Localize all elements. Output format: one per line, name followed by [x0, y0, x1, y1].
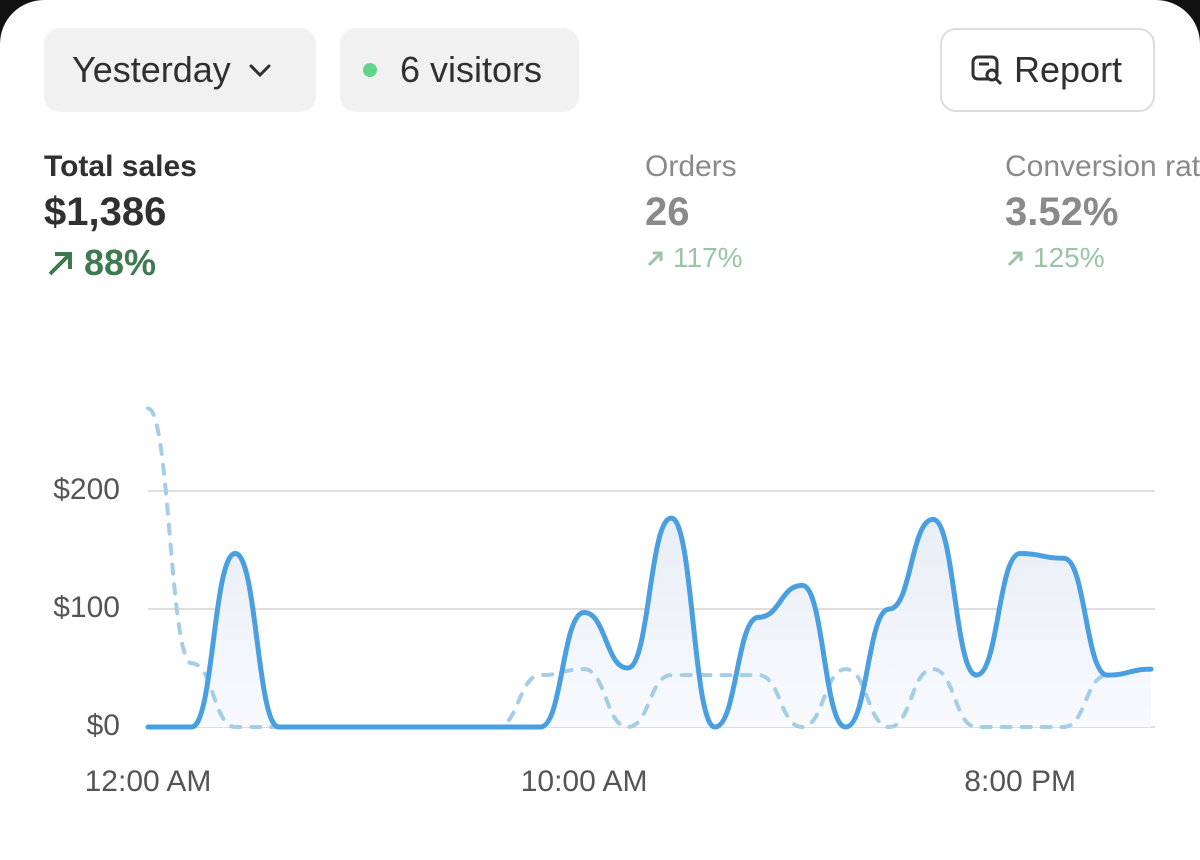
metric[interactable]: Total sales $1,386 88% — [44, 150, 197, 284]
report-icon — [971, 55, 1003, 86]
visitors-label: 6 visitors — [400, 49, 543, 90]
y-tick-label: $200 — [53, 473, 120, 506]
report-button[interactable]: Report — [940, 28, 1155, 112]
visitors-button[interactable]: 6 visitors — [340, 28, 579, 112]
chevron-icon — [249, 64, 271, 78]
area — [148, 518, 1151, 727]
period-button[interactable]: Yesterday — [44, 28, 316, 112]
metric-value: 26 — [645, 190, 690, 234]
report-label: Report — [1014, 49, 1123, 90]
metric-change: 125% — [1005, 242, 1200, 274]
x-tick-label: 12:00 AM — [85, 765, 212, 798]
metric-value: 3.52% — [1005, 190, 1119, 234]
change-value: 125% — [1033, 242, 1105, 273]
metric[interactable]: Orders 26 117% — [645, 150, 743, 274]
up-arrow — [1007, 251, 1023, 267]
up-arrow — [48, 252, 72, 276]
up-arrow — [647, 251, 663, 267]
live-dot — [363, 63, 377, 77]
change-value: 117% — [673, 242, 743, 273]
metric-label: Orders — [645, 150, 737, 183]
x-tick-label: 10:00 AM — [521, 765, 648, 798]
chart: $0 $100 $200 12:00 AM 10:00 AM 8:00 PM — [53, 406, 1155, 798]
metric[interactable]: Conversion rate 3.52% 125% — [1005, 150, 1200, 274]
metric-label: Conversion rate — [1005, 150, 1200, 183]
y-tick-label: $0 — [87, 709, 120, 742]
x-tick-label: 8:00 PM — [964, 765, 1076, 798]
metric-change: 88% — [44, 242, 197, 284]
period-label: Yesterday — [72, 49, 231, 90]
change-value: 88% — [84, 242, 157, 283]
y-tick-label: $100 — [53, 591, 120, 624]
metric-change: 117% — [645, 242, 743, 274]
metric-label: Total sales — [44, 150, 197, 183]
line — [145, 515, 1154, 730]
metric-value: $1,386 — [44, 190, 167, 234]
